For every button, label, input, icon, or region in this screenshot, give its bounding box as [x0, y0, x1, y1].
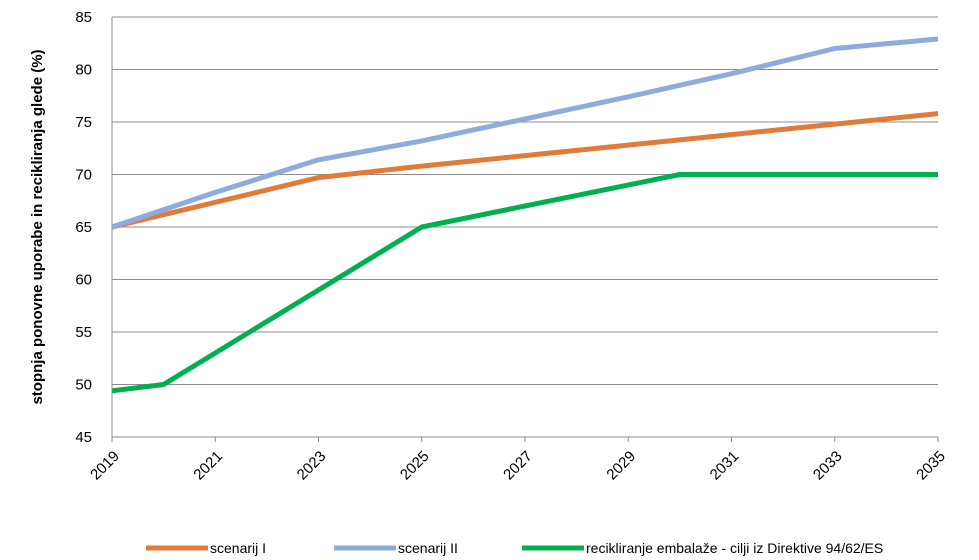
series-line-2 — [111, 36, 939, 230]
y-tick-label: 85 — [75, 9, 92, 26]
x-tick-label: 2021 — [190, 448, 226, 484]
series-line-1 — [111, 111, 939, 230]
y-tick-label: 65 — [75, 219, 92, 236]
series-lines — [111, 36, 939, 394]
y-tick-label: 80 — [75, 62, 92, 79]
legend-label-1: scenarij I — [210, 540, 266, 556]
y-tick-label: 75 — [75, 114, 92, 131]
x-tick-label: 2031 — [707, 448, 743, 484]
gridlines — [112, 16, 938, 385]
x-tick-label: 2023 — [294, 448, 330, 484]
legend-label-3: recikliranje embalaže - cilji iz Direkti… — [586, 540, 883, 556]
legend: scenarij I scenarij II recikliranje embala… — [146, 540, 883, 556]
series-line-3 — [111, 172, 938, 394]
y-axis-title: stopnja ponovne uporabe in recikliranja … — [29, 49, 46, 404]
y-tick-label: 50 — [75, 377, 92, 394]
y-tick-label: 60 — [75, 272, 92, 289]
x-tick-label: 2027 — [500, 448, 536, 484]
y-tick-label: 45 — [75, 429, 92, 446]
x-tick-label: 2025 — [397, 448, 433, 484]
x-tick-label: 2019 — [87, 448, 123, 484]
y-tick-labels: 45 50 55 60 65 70 75 80 85 — [75, 9, 92, 446]
legend-label-2: scenarij II — [398, 540, 458, 556]
x-tick-label: 2035 — [913, 448, 949, 484]
x-tick-labels: 2019 2021 2023 2025 2027 2029 2031 2033 2035 — [87, 437, 949, 483]
y-tick-label: 55 — [75, 324, 92, 341]
x-tick-label: 2029 — [603, 448, 639, 484]
y-tick-label: 70 — [75, 167, 92, 184]
x-tick-label: 2033 — [810, 448, 846, 484]
